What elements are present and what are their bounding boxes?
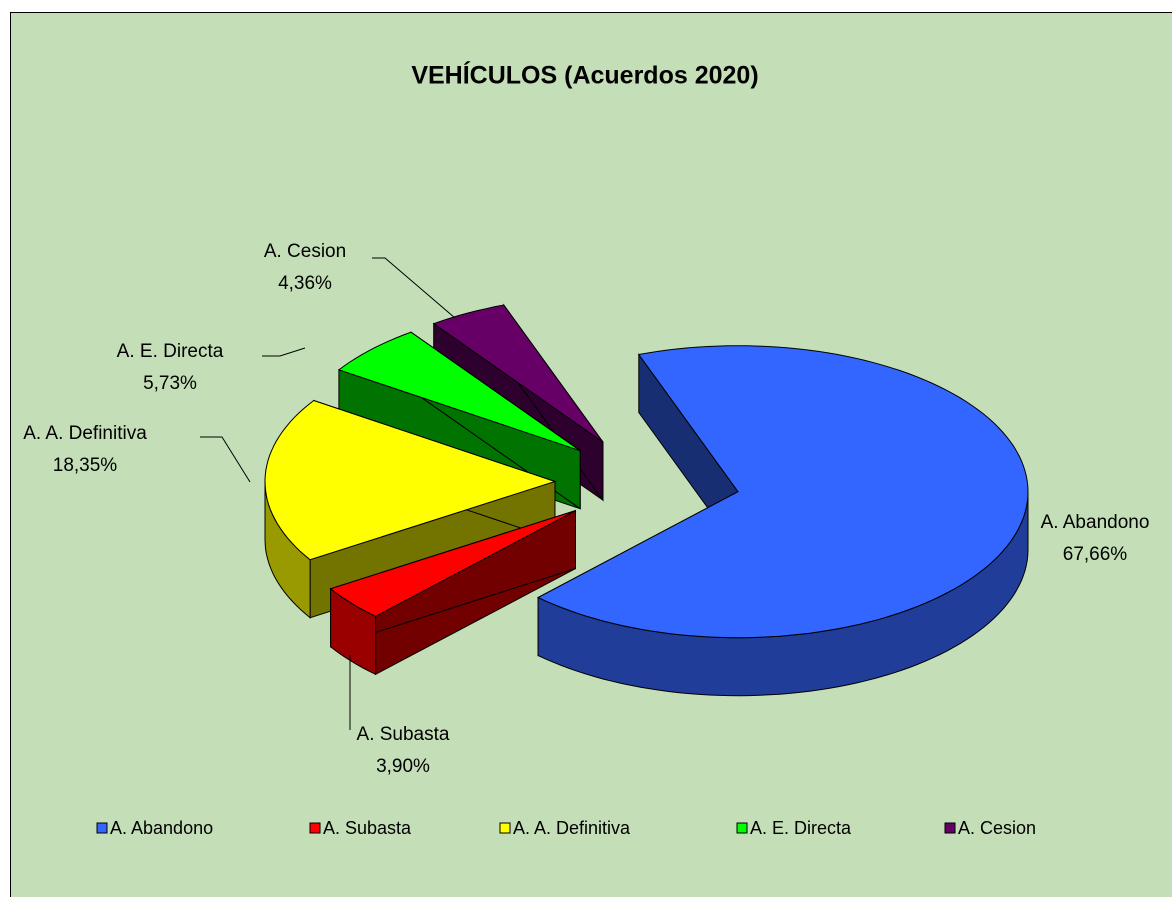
legend-label: A. E. Directa [750,818,852,838]
legend-label: A. Cesion [958,818,1036,838]
leader-line [262,347,306,357]
data-label-name: A. E. Directa [117,341,224,362]
legend-label: A. Subasta [323,818,412,838]
slice [536,345,1029,639]
data-label-name: A. Abandono [1041,512,1150,533]
data-label-value: 5,73% [143,373,197,394]
legend-swatch [499,822,511,834]
data-label-name: A. Cesion [264,241,346,262]
legend-label: A. A. Definitiva [513,818,631,838]
slice [329,510,576,617]
slice [432,304,604,443]
data-label-value: 67,66% [1063,544,1128,565]
data-label-value: 4,36% [278,273,332,294]
data-label-name: A. Subasta [357,724,450,745]
slice [264,399,557,561]
legend-swatch [736,822,748,834]
slice [337,331,581,452]
legend-label: A. Abandono [110,818,213,838]
legend-swatch [96,822,108,834]
data-label-value: 3,90% [376,756,430,777]
chart-title: VEHÍCULOS (Acuerdos 2020) [411,61,758,90]
leader-line [200,436,251,483]
legend: A. Abandono A. Subasta A. A. Definitiva A. … [96,818,1036,838]
legend-swatch [944,822,956,834]
data-label-value: 18,35% [53,455,118,476]
legend-swatch [309,822,321,834]
pie [264,303,1029,697]
data-label-name: A. A. Definitiva [23,423,147,444]
leader-line [372,257,456,319]
labels: A. Abandono 67,66% A. Subasta 3,90% A. A. De… [23,241,1149,777]
